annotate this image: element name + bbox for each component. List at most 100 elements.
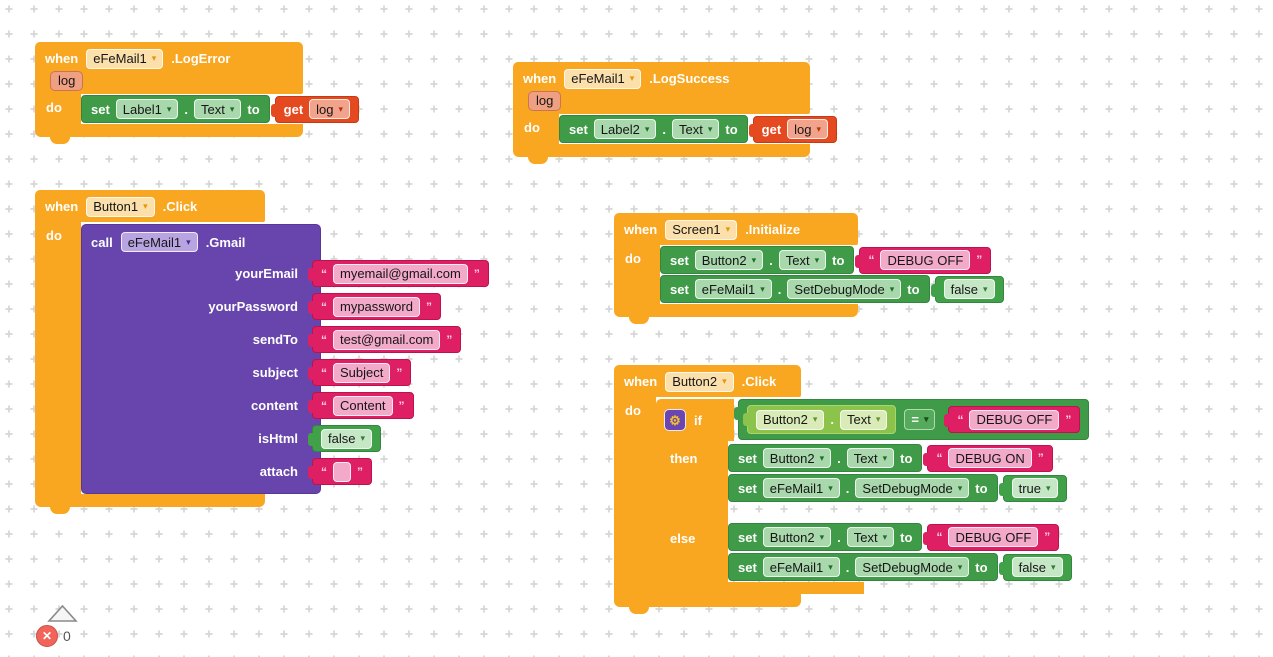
set-statement[interactable]: set Button2 ▾ . Text ▾ to <box>728 523 1060 551</box>
dropdown-arrow-icon: ▾ <box>166 103 172 114</box>
dropdown-arrow-icon: ▾ <box>812 414 818 424</box>
get-variable-block[interactable]: get log ▾ <box>748 115 838 143</box>
logic-dropdown[interactable]: true ▾ <box>1011 478 1058 498</box>
close-quote: ” <box>473 266 480 281</box>
component-dropdown[interactable]: eFeMail1 ▾ <box>86 48 164 69</box>
logic-false-block[interactable]: false ▾ <box>308 425 381 452</box>
operator-dropdown[interactable]: = ▾ <box>904 409 936 430</box>
property-dropdown[interactable]: Text ▾ <box>778 250 827 270</box>
component-dropdown[interactable]: Button2 ▾ <box>665 371 734 392</box>
logic-dropdown[interactable]: false ▾ <box>1011 557 1063 577</box>
component-dropdown[interactable]: eFeMail1 ▾ <box>762 478 840 498</box>
text-value-field[interactable]: Subject <box>333 362 391 383</box>
text-string-block[interactable]: “ DEBUG OFF ” <box>923 523 1060 551</box>
property-dropdown[interactable]: Text ▾ <box>846 527 895 547</box>
component-dropdown[interactable]: eFeMail1 ▾ <box>120 232 198 252</box>
set-statement[interactable]: set eFeMail1 ▾ . SetDebugMode ▾ to <box>660 275 1004 303</box>
variable-dropdown[interactable]: log ▾ <box>787 119 829 139</box>
component-dropdown[interactable]: Button2 ▾ <box>756 409 825 430</box>
when-button1-click-block[interactable]: when Button1 ▾ .Click do call eFeMail1 ▾ <box>35 190 489 514</box>
when-efemail1-logerror-block[interactable]: when eFeMail1 ▾ .LogError log do set Lab… <box>35 42 360 144</box>
status-indicators: ✕ 0 <box>36 604 78 647</box>
dropdown-arrow-icon: ▾ <box>882 531 888 542</box>
call-gmail-block[interactable]: call eFeMail1 ▾ .Gmail yourEmail “ myema… <box>81 224 489 494</box>
dropdown-arrow-icon: ▾ <box>1051 561 1056 572</box>
text-string-block[interactable]: “ test@gmail.com ” <box>307 326 462 353</box>
warning-triangle-icon[interactable] <box>47 604 78 623</box>
text-value-field[interactable]: Content <box>333 395 393 416</box>
property-dropdown[interactable]: SetDebugMode ▾ <box>855 478 970 498</box>
dropdown-arrow-icon: ▾ <box>151 53 157 63</box>
when-efemail1-logsuccess-block[interactable]: when eFeMail1 ▾ .LogSuccess log do set L… <box>513 62 838 164</box>
text-value-field[interactable]: myemail@gmail.com <box>333 263 468 284</box>
when-button2-click-block[interactable]: when Button2 ▾ .Click do ⚙ if <box>614 365 1090 614</box>
text-string-block[interactable]: “ ” <box>308 458 372 485</box>
set-statement[interactable]: set eFeMail1 ▾ . SetDebugMode ▾ <box>728 474 1067 502</box>
arg-label: yourEmail <box>235 266 298 281</box>
dropdown-arrow-icon: ▾ <box>816 123 822 134</box>
event-name-label: .Initialize <box>745 222 801 237</box>
component-dropdown[interactable]: eFeMail1 ▾ <box>762 557 840 577</box>
text-string-block[interactable]: “ Subject ” <box>307 359 412 386</box>
error-icon[interactable]: ✕ <box>36 625 58 647</box>
logic-false-block[interactable]: false ▾ <box>930 275 1004 303</box>
component-dropdown[interactable]: Label2 ▾ <box>593 119 657 139</box>
event-param-chip[interactable]: log <box>50 71 84 91</box>
dropdown-arrow-icon: ▾ <box>629 73 635 83</box>
dropdown-arrow-icon: ▾ <box>1045 482 1051 493</box>
component-dropdown[interactable]: Button1 ▾ <box>86 196 155 217</box>
dropdown-arrow-icon: ▾ <box>875 414 881 424</box>
property-dropdown[interactable]: Text ▾ <box>839 409 888 430</box>
component-dropdown[interactable]: eFeMail1 ▾ <box>564 68 642 89</box>
property-getter-block[interactable]: Button2 ▾ . Text ▾ <box>742 405 897 434</box>
property-dropdown[interactable]: Text ▾ <box>194 99 242 119</box>
set-statement[interactable]: set Button2 ▾ . Text ▾ to <box>728 444 1053 472</box>
gear-icon[interactable]: ⚙ <box>664 409 686 431</box>
text-value-field[interactable]: DEBUG OFF <box>948 527 1039 547</box>
variable-dropdown[interactable]: log ▾ <box>309 99 351 119</box>
when-screen1-initialize-block[interactable]: when Screen1 ▾ .Initialize do set Button… <box>614 213 1004 324</box>
set-statement[interactable]: set Label1 ▾ . Text ▾ to get log <box>81 95 360 123</box>
text-string-block[interactable]: “ Content ” <box>308 392 414 419</box>
text-value-field[interactable]: DEBUG OFF <box>969 409 1060 430</box>
text-string-block[interactable]: “ DEBUG OFF ” <box>944 406 1081 433</box>
component-dropdown[interactable]: Screen1 ▾ <box>665 219 738 240</box>
text-value-field[interactable]: mypassword <box>333 296 420 317</box>
property-dropdown[interactable]: SetDebugMode ▾ <box>787 279 902 299</box>
property-dropdown[interactable]: Text ▾ <box>672 119 720 139</box>
text-string-block[interactable]: “ mypassword ” <box>308 293 441 320</box>
dropdown-arrow-icon: ▾ <box>760 283 765 294</box>
get-variable-block[interactable]: get log ▾ <box>270 95 360 123</box>
text-value-field[interactable]: test@gmail.com <box>333 329 441 350</box>
component-dropdown[interactable]: Label1 ▾ <box>115 99 179 119</box>
set-statement[interactable]: set Button2 ▾ . Text ▾ to “ <box>660 246 1004 274</box>
component-dropdown[interactable]: eFeMail1 ▾ <box>694 279 772 299</box>
if-then-else-block[interactable]: ⚙ if Button2 ▾ . Text <box>656 399 1090 594</box>
text-value-field[interactable]: DEBUG OFF <box>880 250 971 270</box>
text-value-field[interactable] <box>333 461 351 482</box>
logic-false-block[interactable]: false ▾ <box>998 553 1072 581</box>
equals-comparison-block[interactable]: Button2 ▾ . Text ▾ = ▾ <box>733 399 1090 440</box>
text-string-block[interactable]: “ DEBUG ON ” <box>923 444 1053 472</box>
dropdown-arrow-icon: ▾ <box>143 201 148 211</box>
text-string-block[interactable]: “ myemail@gmail.com ” <box>308 260 489 287</box>
text-value-field[interactable]: DEBUG ON <box>948 448 1032 468</box>
component-dropdown[interactable]: Button2 ▾ <box>762 448 832 468</box>
component-dropdown[interactable]: Button2 ▾ <box>762 527 832 547</box>
logic-true-block[interactable]: true ▾ <box>998 474 1067 502</box>
property-dropdown[interactable]: Text ▾ <box>846 448 895 468</box>
event-name-label: .Click <box>741 374 777 389</box>
logic-dropdown[interactable]: false ▾ <box>943 279 995 299</box>
event-param-chip[interactable]: log <box>528 91 562 111</box>
dropdown-arrow-icon: ▾ <box>983 283 988 294</box>
component-dropdown[interactable]: Button2 ▾ <box>694 250 764 270</box>
logic-dropdown[interactable]: false ▾ <box>321 428 372 449</box>
dropdown-arrow-icon: ▾ <box>957 482 963 493</box>
set-statement[interactable]: set Label2 ▾ . Text ▾ to get log <box>559 115 838 143</box>
dropdown-arrow-icon: ▾ <box>722 376 727 386</box>
dropdown-arrow-icon: ▾ <box>828 482 833 493</box>
text-string-block[interactable]: “ DEBUG OFF ” <box>855 246 992 274</box>
set-statement[interactable]: set eFeMail1 ▾ . SetDebugMode ▾ <box>728 553 1072 581</box>
property-dropdown[interactable]: SetDebugMode ▾ <box>855 557 970 577</box>
